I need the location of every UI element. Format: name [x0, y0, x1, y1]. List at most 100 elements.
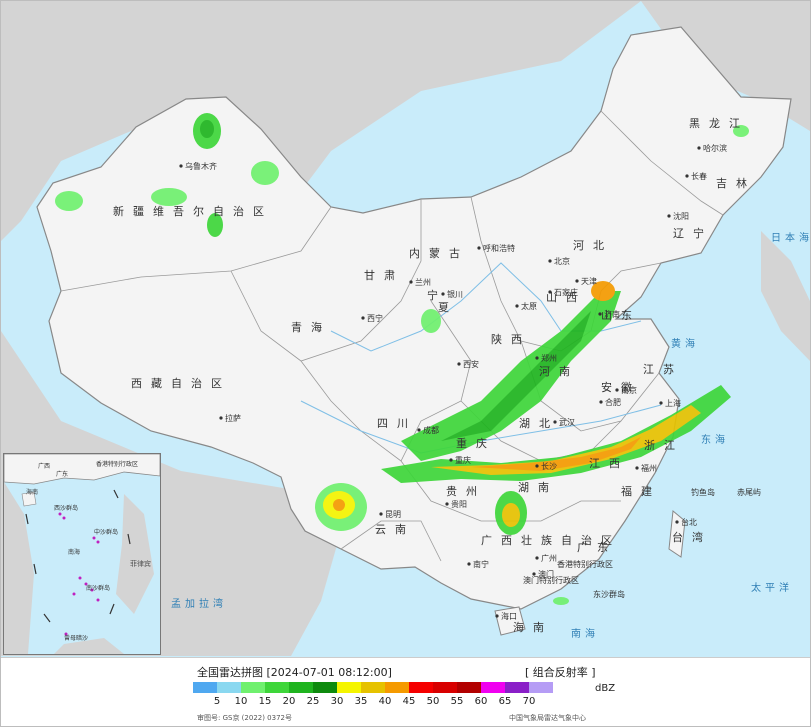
color-swatch	[457, 682, 481, 693]
inset-hainan	[21, 491, 37, 507]
city-marker	[675, 520, 679, 524]
inset-label: 广西	[38, 462, 50, 470]
city-marker	[477, 246, 481, 250]
city-marker	[457, 362, 461, 366]
city-label: 台北	[681, 517, 697, 527]
scale-tick-label: 15	[258, 696, 272, 707]
province-label: 海南	[513, 620, 553, 634]
city-label: 重庆	[455, 455, 471, 465]
city-label: 郑州	[541, 353, 557, 363]
scale-tick-label: 5	[213, 696, 221, 707]
city-marker	[449, 458, 453, 462]
province-label: 福建	[621, 484, 661, 498]
color-swatch	[241, 682, 265, 693]
south-china-sea-inset[interactable]: 广西 香港特别行政区 广东 海南 南海 中沙群岛 南沙群岛 西沙群岛 曾母暗沙 菲律宾	[3, 453, 161, 655]
city-label: 沈阳	[673, 211, 689, 221]
scale-tick-label: 45	[402, 696, 416, 707]
legend-subtitle: [ 组合反射率 ]	[525, 666, 596, 679]
legend-footnote: 审图号: GS京 (2022) 0372号	[197, 714, 292, 722]
province-label: 陕西	[491, 332, 531, 346]
sea-label: 黄海	[671, 337, 699, 350]
province-label: 广东	[577, 541, 617, 554]
province-label: 重庆	[456, 436, 496, 450]
inset-label: 西沙群岛	[54, 504, 78, 512]
province-label: 吉林	[716, 176, 756, 190]
color-swatch	[433, 682, 457, 693]
ocean-label: 孟加拉湾	[171, 597, 227, 610]
city-marker	[179, 164, 183, 168]
sea-label: 南海	[571, 627, 599, 640]
city-marker	[441, 292, 445, 296]
province-label: 河北	[573, 239, 613, 252]
region-label: 香港特别行政区	[557, 559, 613, 569]
color-swatch	[193, 682, 217, 693]
province-label: 辽宁	[673, 226, 713, 240]
city-marker	[635, 466, 639, 470]
city-label: 武汉	[559, 417, 575, 427]
city-label: 长春	[691, 171, 707, 181]
city-label: 南京	[621, 385, 637, 395]
city-label: 澳门	[538, 569, 554, 579]
city-marker	[685, 174, 689, 178]
city-label: 乌鲁木齐	[185, 161, 217, 171]
city-label: 兰州	[415, 277, 431, 287]
city-label: 北京	[554, 256, 570, 266]
scale-tick-label: 70	[522, 696, 536, 707]
province-label: 江苏	[643, 363, 683, 376]
city-marker	[548, 290, 552, 294]
city-marker	[659, 401, 663, 405]
province-label: 湖北	[519, 417, 559, 430]
city-marker	[598, 312, 602, 316]
city-label: 上海	[665, 398, 681, 408]
city-marker	[697, 146, 701, 150]
legend-title: 全国雷达拼图 [2024-07-01 08:12:00]	[197, 666, 392, 679]
city-label: 太原	[521, 301, 537, 311]
color-swatch	[217, 682, 241, 693]
city-marker	[535, 464, 539, 468]
inset-label: 广东	[56, 470, 68, 478]
scale-tick-label: 65	[498, 696, 512, 707]
city-marker	[535, 356, 539, 360]
province-label: 广西壮族自治区	[481, 533, 621, 547]
province-label: 黑龙江	[689, 117, 749, 130]
legend-unit: dBZ	[595, 683, 616, 694]
city-marker	[615, 388, 619, 392]
city-label: 成都	[423, 425, 439, 435]
inset-vietnam	[4, 482, 34, 654]
city-label: 哈尔滨	[703, 143, 727, 153]
color-scale-bar	[193, 682, 553, 693]
city-label: 昆明	[385, 510, 401, 519]
scale-tick-label: 25	[306, 696, 320, 707]
scale-tick-label: 10	[234, 696, 248, 707]
province-label: 安徽	[601, 380, 641, 394]
taiwan-land	[668, 510, 686, 558]
province-label: 青海	[291, 320, 331, 334]
city-label: 贵阳	[451, 499, 467, 509]
foreign-land-north	[1, 1, 641, 241]
legend-source: 中国气象局雷达气象中心	[509, 714, 586, 722]
city-marker	[553, 420, 557, 424]
province-label: 甘肃	[364, 269, 404, 282]
province-label: 宁	[427, 288, 447, 302]
radar-echoes	[55, 113, 749, 605]
color-swatch	[505, 682, 529, 693]
inset-mainland	[4, 454, 160, 485]
city-label: 南宁	[473, 559, 489, 569]
color-swatch	[265, 682, 289, 693]
inset-islands	[58, 512, 100, 636]
inset-label: 香港特别行政区	[96, 460, 138, 468]
sea-label: 东海	[701, 433, 729, 446]
city-marker	[379, 512, 383, 516]
inset-label: 曾母暗沙	[64, 634, 88, 642]
color-swatch	[481, 682, 505, 693]
city-marker	[515, 304, 519, 308]
city-label: 西安	[463, 359, 479, 369]
city-label: 银川	[447, 289, 463, 299]
province-label: 云南	[375, 523, 415, 536]
scale-tick-label: 60	[474, 696, 488, 707]
city-label: 西宁	[367, 313, 383, 323]
